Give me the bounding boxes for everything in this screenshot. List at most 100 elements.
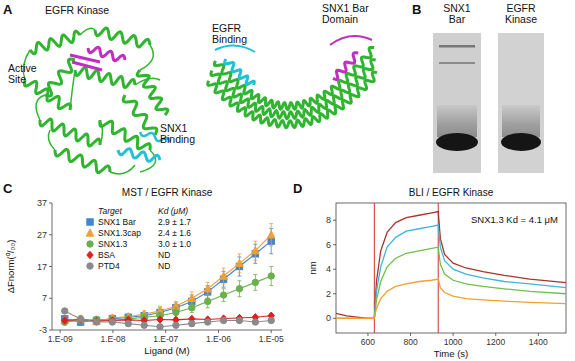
helix xyxy=(208,72,377,128)
panel-a xyxy=(23,28,377,174)
x-tick-label: 1.E-05 xyxy=(259,334,284,344)
helix xyxy=(211,60,376,119)
data-point xyxy=(252,247,259,254)
plot-frame xyxy=(336,203,566,333)
legend-label: PTD4 xyxy=(98,261,120,271)
data-point xyxy=(77,316,83,322)
y-tick-label: 0 xyxy=(326,313,331,323)
coil xyxy=(80,28,95,35)
x-tick xyxy=(218,330,219,333)
y-tick-label: 8 xyxy=(326,215,331,225)
data-point xyxy=(77,316,83,323)
chart-title: BLI / EGFR Kinase xyxy=(409,187,494,198)
gel-smear xyxy=(502,105,540,137)
data-point xyxy=(268,273,274,279)
y-tick-label: -3 xyxy=(39,325,47,335)
data-point xyxy=(268,231,275,238)
background xyxy=(0,0,575,361)
x-tick xyxy=(538,333,539,336)
helix xyxy=(55,150,110,173)
helix xyxy=(75,67,135,87)
data-point xyxy=(93,317,99,324)
legend-label: BSA xyxy=(98,250,115,260)
panel-letter: C xyxy=(3,181,13,196)
coil xyxy=(215,45,255,52)
x-tick xyxy=(367,333,368,336)
legend-label: SNX1.3cap xyxy=(98,228,141,238)
chart-title: MST / EGFR Kinase xyxy=(122,187,213,198)
coil xyxy=(48,130,55,150)
y-tick-label: 6 xyxy=(326,240,331,250)
x-tick-label: 800 xyxy=(403,337,417,347)
coil xyxy=(140,45,153,70)
y-tick xyxy=(49,298,52,299)
data-point xyxy=(220,317,226,323)
data-point xyxy=(204,298,210,304)
chart: MST / EGFR Kinase1.E-091.E-081.E-071.E-0… xyxy=(5,187,284,356)
gel-band-faint xyxy=(439,45,475,48)
data-point xyxy=(173,322,179,328)
gel-lane xyxy=(498,33,544,173)
x-tick-label: 600 xyxy=(361,337,375,347)
plot-area xyxy=(61,224,275,330)
chart: BLI / EGFR Kinase60080010001200140002468… xyxy=(307,187,566,359)
x-axis-label: Time (s) xyxy=(434,348,468,359)
series-line xyxy=(65,311,272,327)
lane-label: Kinase xyxy=(505,13,537,25)
legend-marker xyxy=(87,251,93,258)
y-tick-label: 2 xyxy=(326,289,331,299)
helix xyxy=(45,59,75,96)
data-point xyxy=(125,320,131,326)
helix xyxy=(137,70,168,115)
y-tick-label: 27 xyxy=(37,230,47,240)
y-tick xyxy=(49,266,52,267)
legend-header: Kd (μM) xyxy=(158,206,188,216)
structure-label: Binding xyxy=(160,133,195,145)
data-point xyxy=(141,322,147,328)
helix xyxy=(30,31,80,54)
data-point xyxy=(189,305,195,311)
structure-label: Site xyxy=(8,73,26,85)
legend-label: SNX1 Bar xyxy=(98,217,136,227)
y-tick xyxy=(333,293,336,294)
x-tick xyxy=(112,330,113,333)
legend-kd: ND xyxy=(158,261,170,271)
x-tick-label: 1000 xyxy=(444,337,463,347)
series-line xyxy=(336,279,566,318)
legend-kd: 3.0 ± 1.0 xyxy=(158,239,191,249)
x-tick xyxy=(271,330,272,333)
annotation: SNX1.3 Kd = 4.1 μM xyxy=(471,214,558,225)
x-tick-label: 1.E-06 xyxy=(206,334,231,344)
panel-letter: B xyxy=(412,2,421,17)
data-point xyxy=(109,319,115,325)
coil xyxy=(110,165,135,174)
panel-letter: D xyxy=(293,181,302,196)
y-tick xyxy=(333,318,336,319)
legend-kd: ND xyxy=(158,250,170,260)
legend-marker xyxy=(87,263,93,269)
legend-label: SNX1.3 xyxy=(98,239,128,249)
x-axis-label: Ligand (M) xyxy=(144,345,189,356)
data-point xyxy=(173,309,179,315)
legend-marker xyxy=(86,229,93,236)
data-point xyxy=(220,272,227,279)
data-point xyxy=(157,316,163,323)
data-point xyxy=(252,279,258,285)
y-tick xyxy=(49,234,52,235)
data-point xyxy=(204,285,211,292)
y-tick xyxy=(49,330,52,331)
figure: AEGFR KinaseActiveSiteSNX1BindingEGFRBin… xyxy=(0,0,575,361)
y-tick xyxy=(49,203,52,204)
y-tick-label: 4 xyxy=(326,264,331,274)
x-tick xyxy=(495,333,496,336)
data-point xyxy=(236,286,242,292)
data-point xyxy=(62,308,68,314)
gel-lane xyxy=(433,33,481,173)
legend-kd: 2.4 ± 1.6 xyxy=(158,228,191,238)
lane-label: Bar xyxy=(449,13,466,25)
coil xyxy=(330,36,372,45)
helix xyxy=(95,28,150,47)
y-tick xyxy=(333,244,336,245)
helix xyxy=(118,149,160,162)
helix xyxy=(225,59,255,85)
